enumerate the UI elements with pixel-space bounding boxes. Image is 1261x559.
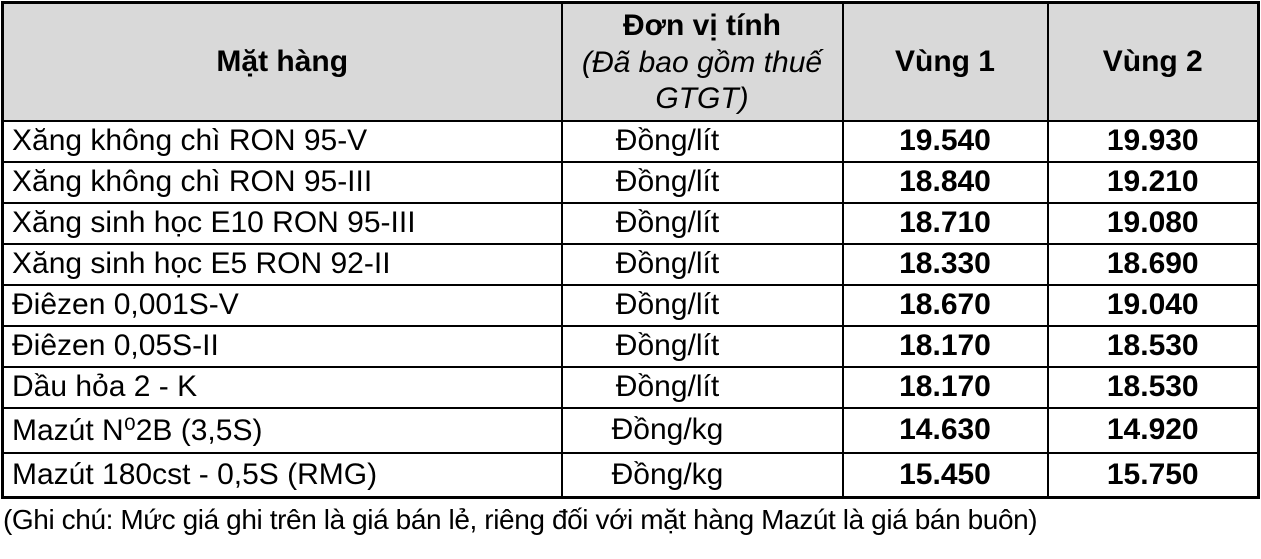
- product-name: Mazút 180cst - 0,5S (RMG): [1, 451, 563, 499]
- region2-price: 18.530: [1046, 324, 1260, 368]
- table-row: Xăng không chì RON 95-III Đồng/lít 18.84…: [1, 160, 1260, 204]
- unit-value: Đồng/lít: [560, 283, 844, 327]
- unit-value: Đồng/kg: [560, 406, 844, 454]
- table-row: Xăng sinh học E10 RON 95-III Đồng/lít 18…: [1, 201, 1260, 245]
- region2-price: 14.920: [1046, 406, 1260, 454]
- unit-value: Đồng/lít: [560, 365, 844, 409]
- product-name: Xăng sinh học E5 RON 92-II: [1, 242, 563, 286]
- region1-price: 15.450: [841, 451, 1049, 499]
- region1-price: 18.330: [841, 242, 1049, 286]
- region2-price: 15.750: [1046, 451, 1260, 499]
- table-header-row: Mặt hàng Đơn vị tính (Đã bao gồm thuế GT…: [1, 1, 1260, 122]
- header-unit: Đơn vị tính (Đã bao gồm thuế GTGT): [560, 1, 844, 122]
- table-row: Mazút 180cst - 0,5S (RMG) Đồng/kg 15.450…: [1, 451, 1260, 499]
- footnote: (Ghi chú: Mức giá ghi trên là giá bán lẻ…: [3, 504, 1038, 535]
- region1-price: 18.670: [841, 283, 1049, 327]
- fuel-price-table: Mặt hàng Đơn vị tính (Đã bao gồm thuế GT…: [1, 1, 1260, 499]
- table-row: Điêzen 0,001S-V Đồng/lít 18.670 19.040: [1, 283, 1260, 327]
- unit-value: Đồng/lít: [560, 119, 844, 163]
- header-unit-subtitle: (Đã bao gồm thuế GTGT): [581, 45, 823, 115]
- product-name: Mazút N⁰2B (3,5S): [1, 406, 563, 454]
- product-name: Điêzen 0,001S-V: [1, 283, 563, 327]
- region1-price: 14.630: [841, 406, 1049, 454]
- table-row: Dầu hỏa 2 - K Đồng/lít 18.170 18.530: [1, 365, 1260, 409]
- region2-price: 19.210: [1046, 160, 1260, 204]
- unit-value: Đồng/kg: [560, 451, 844, 499]
- product-name: Điêzen 0,05S-II: [1, 324, 563, 368]
- region1-price: 19.540: [841, 119, 1049, 163]
- region1-price: 18.170: [841, 324, 1049, 368]
- table-row: Mazút N⁰2B (3,5S) Đồng/kg 14.630 14.920: [1, 406, 1260, 454]
- product-name: Dầu hỏa 2 - K: [1, 365, 563, 409]
- product-name: Xăng không chì RON 95-V: [1, 119, 563, 163]
- product-name: Xăng sinh học E10 RON 95-III: [1, 201, 563, 245]
- region2-price: 19.080: [1046, 201, 1260, 245]
- region1-price: 18.710: [841, 201, 1049, 245]
- unit-value: Đồng/lít: [560, 324, 844, 368]
- region2-price: 18.530: [1046, 365, 1260, 409]
- unit-value: Đồng/lít: [560, 242, 844, 286]
- table-row: Điêzen 0,05S-II Đồng/lít 18.170 18.530: [1, 324, 1260, 368]
- region1-price: 18.170: [841, 365, 1049, 409]
- product-name: Xăng không chì RON 95-III: [1, 160, 563, 204]
- table-row: Xăng sinh học E5 RON 92-II Đồng/lít 18.3…: [1, 242, 1260, 286]
- region2-price: 19.040: [1046, 283, 1260, 327]
- header-region2: Vùng 2: [1046, 1, 1260, 122]
- region2-price: 18.690: [1046, 242, 1260, 286]
- region1-price: 18.840: [841, 160, 1049, 204]
- header-unit-title: Đơn vị tính: [623, 8, 781, 42]
- table-row: Xăng không chì RON 95-V Đồng/lít 19.540 …: [1, 119, 1260, 163]
- unit-value: Đồng/lít: [560, 160, 844, 204]
- unit-value: Đồng/lít: [560, 201, 844, 245]
- region2-price: 19.930: [1046, 119, 1260, 163]
- header-product: Mặt hàng: [1, 1, 563, 122]
- header-region1: Vùng 1: [841, 1, 1049, 122]
